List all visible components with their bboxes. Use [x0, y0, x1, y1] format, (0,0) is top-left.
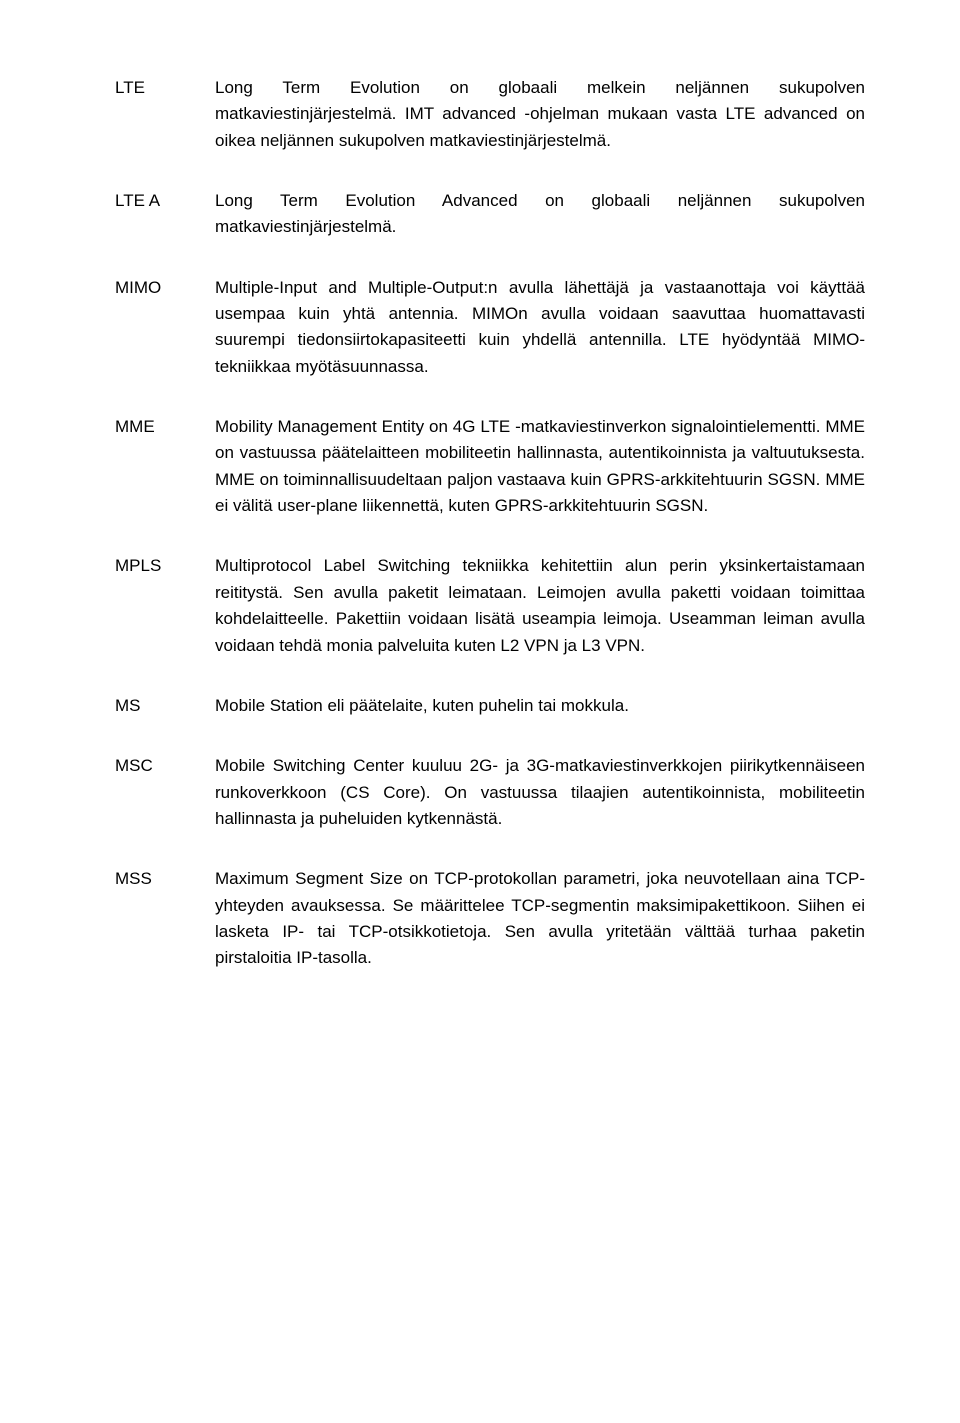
glossary-definition: Long Term Evolution Advanced on globaali…: [215, 188, 865, 241]
glossary-entry: LTE Long Term Evolution on globaali melk…: [115, 75, 865, 154]
glossary-definition: Mobile Station eli päätelaite, kuten puh…: [215, 693, 865, 719]
glossary-definition: Multiprotocol Label Switching tekniikka …: [215, 553, 865, 658]
glossary-term: MSC: [115, 753, 215, 832]
glossary-entry: MSC Mobile Switching Center kuuluu 2G- j…: [115, 753, 865, 832]
glossary-term: MPLS: [115, 553, 215, 658]
glossary-term: MSS: [115, 866, 215, 971]
glossary-term: LTE A: [115, 188, 215, 241]
glossary-definition: Multiple-Input and Multiple-Output:n avu…: [215, 275, 865, 380]
glossary-term: MS: [115, 693, 215, 719]
glossary-page: LTE Long Term Evolution on globaali melk…: [0, 0, 960, 1086]
glossary-term: MME: [115, 414, 215, 519]
glossary-entry: MSS Maximum Segment Size on TCP-protokol…: [115, 866, 865, 971]
glossary-entry: MPLS Multiprotocol Label Switching tekni…: [115, 553, 865, 658]
glossary-entry: MS Mobile Station eli päätelaite, kuten …: [115, 693, 865, 719]
glossary-definition: Maximum Segment Size on TCP-protokollan …: [215, 866, 865, 971]
glossary-entry: LTE A Long Term Evolution Advanced on gl…: [115, 188, 865, 241]
glossary-term: LTE: [115, 75, 215, 154]
glossary-definition: Long Term Evolution on globaali melkein …: [215, 75, 865, 154]
glossary-entry: MME Mobility Management Entity on 4G LTE…: [115, 414, 865, 519]
glossary-definition: Mobility Management Entity on 4G LTE -ma…: [215, 414, 865, 519]
glossary-entry: MIMO Multiple-Input and Multiple-Output:…: [115, 275, 865, 380]
glossary-term: MIMO: [115, 275, 215, 380]
glossary-definition: Mobile Switching Center kuuluu 2G- ja 3G…: [215, 753, 865, 832]
